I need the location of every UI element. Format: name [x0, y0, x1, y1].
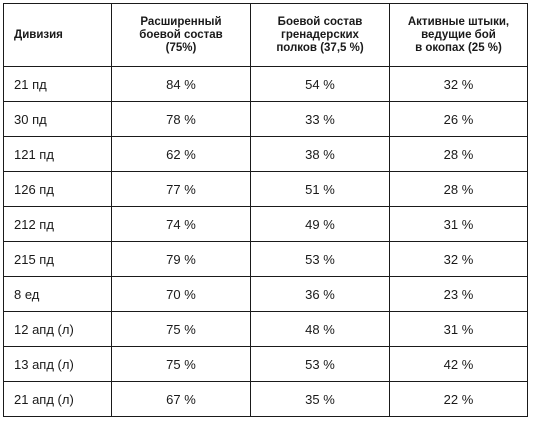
division-strength-table-wrapper: Дивизия Расширенный боевой состав (75%) …	[3, 3, 528, 417]
header-bayonets: Активные штыки, ведущие бой в окопах (25…	[389, 3, 528, 67]
header-grenadier-line-2: гренадерских	[281, 28, 359, 41]
table-row: 13 апд (л) 75 % 53 % 42 %	[3, 346, 528, 382]
cell-extended: 70 %	[111, 276, 251, 312]
table-row: 21 пд 84 % 54 % 32 %	[3, 66, 528, 102]
header-bayonets-line-1: Активные штыки,	[407, 15, 510, 28]
cell-extended: 75 %	[111, 346, 251, 382]
header-bayonets-line-2: ведущие бой	[421, 28, 496, 41]
cell-division: 215 пд	[3, 241, 112, 277]
cell-grenadier: 36 %	[250, 276, 390, 312]
division-strength-table: Дивизия Расширенный боевой состав (75%) …	[3, 3, 528, 417]
table-row: 215 пд 79 % 53 % 32 %	[3, 241, 528, 277]
cell-grenadier: 38 %	[250, 136, 390, 172]
cell-bayonets: 32 %	[389, 241, 528, 277]
cell-grenadier: 48 %	[250, 311, 390, 347]
cell-grenadier: 49 %	[250, 206, 390, 242]
cell-bayonets: 28 %	[389, 136, 528, 172]
cell-division: 21 апд (л)	[3, 381, 112, 417]
cell-bayonets: 42 %	[389, 346, 528, 382]
cell-division: 8 ед	[3, 276, 112, 312]
cell-division: 13 апд (л)	[3, 346, 112, 382]
cell-division: 121 пд	[3, 136, 112, 172]
header-bayonets-line-3: в окопах (25 %)	[415, 41, 502, 54]
cell-bayonets: 26 %	[389, 101, 528, 137]
table-row: 212 пд 74 % 49 % 31 %	[3, 206, 528, 242]
cell-grenadier: 54 %	[250, 66, 390, 102]
cell-grenadier: 53 %	[250, 241, 390, 277]
cell-bayonets: 22 %	[389, 381, 528, 417]
cell-extended: 74 %	[111, 206, 251, 242]
cell-extended: 79 %	[111, 241, 251, 277]
cell-bayonets: 31 %	[389, 206, 528, 242]
cell-extended: 78 %	[111, 101, 251, 137]
cell-division: 12 апд (л)	[3, 311, 112, 347]
cell-extended: 77 %	[111, 171, 251, 207]
table-row: 121 пд 62 % 38 % 28 %	[3, 136, 528, 172]
table-row: 126 пд 77 % 51 % 28 %	[3, 171, 528, 207]
cell-division: 30 пд	[3, 101, 112, 137]
header-row: Дивизия Расширенный боевой состав (75%) …	[3, 3, 528, 67]
table-row: 30 пд 78 % 33 % 26 %	[3, 101, 528, 137]
header-division: Дивизия	[3, 3, 112, 67]
cell-extended: 84 %	[111, 66, 251, 102]
cell-extended: 62 %	[111, 136, 251, 172]
cell-extended: 75 %	[111, 311, 251, 347]
header-grenadier-line-1: Боевой состав	[277, 15, 363, 28]
cell-grenadier: 35 %	[250, 381, 390, 417]
cell-division: 126 пд	[3, 171, 112, 207]
header-extended-line-3: (75%)	[165, 41, 197, 54]
cell-bayonets: 31 %	[389, 311, 528, 347]
header-extended-line-2: боевой состав	[139, 28, 223, 41]
cell-grenadier: 51 %	[250, 171, 390, 207]
cell-bayonets: 23 %	[389, 276, 528, 312]
cell-bayonets: 28 %	[389, 171, 528, 207]
table-row: 21 апд (л) 67 % 35 % 22 %	[3, 381, 528, 417]
cell-division: 21 пд	[3, 66, 112, 102]
cell-grenadier: 53 %	[250, 346, 390, 382]
cell-grenadier: 33 %	[250, 101, 390, 137]
header-extended-line-1: Расширенный	[140, 15, 222, 28]
header-grenadier-line-3: полков (37,5 %)	[276, 41, 364, 54]
table-row: 8 ед 70 % 36 % 23 %	[3, 276, 528, 312]
cell-bayonets: 32 %	[389, 66, 528, 102]
table-row: 12 апд (л) 75 % 48 % 31 %	[3, 311, 528, 347]
cell-extended: 67 %	[111, 381, 251, 417]
header-division-label: Дивизия	[14, 28, 63, 41]
header-extended: Расширенный боевой состав (75%)	[111, 3, 251, 67]
header-grenadier: Боевой состав гренадерских полков (37,5 …	[250, 3, 390, 67]
cell-division: 212 пд	[3, 206, 112, 242]
